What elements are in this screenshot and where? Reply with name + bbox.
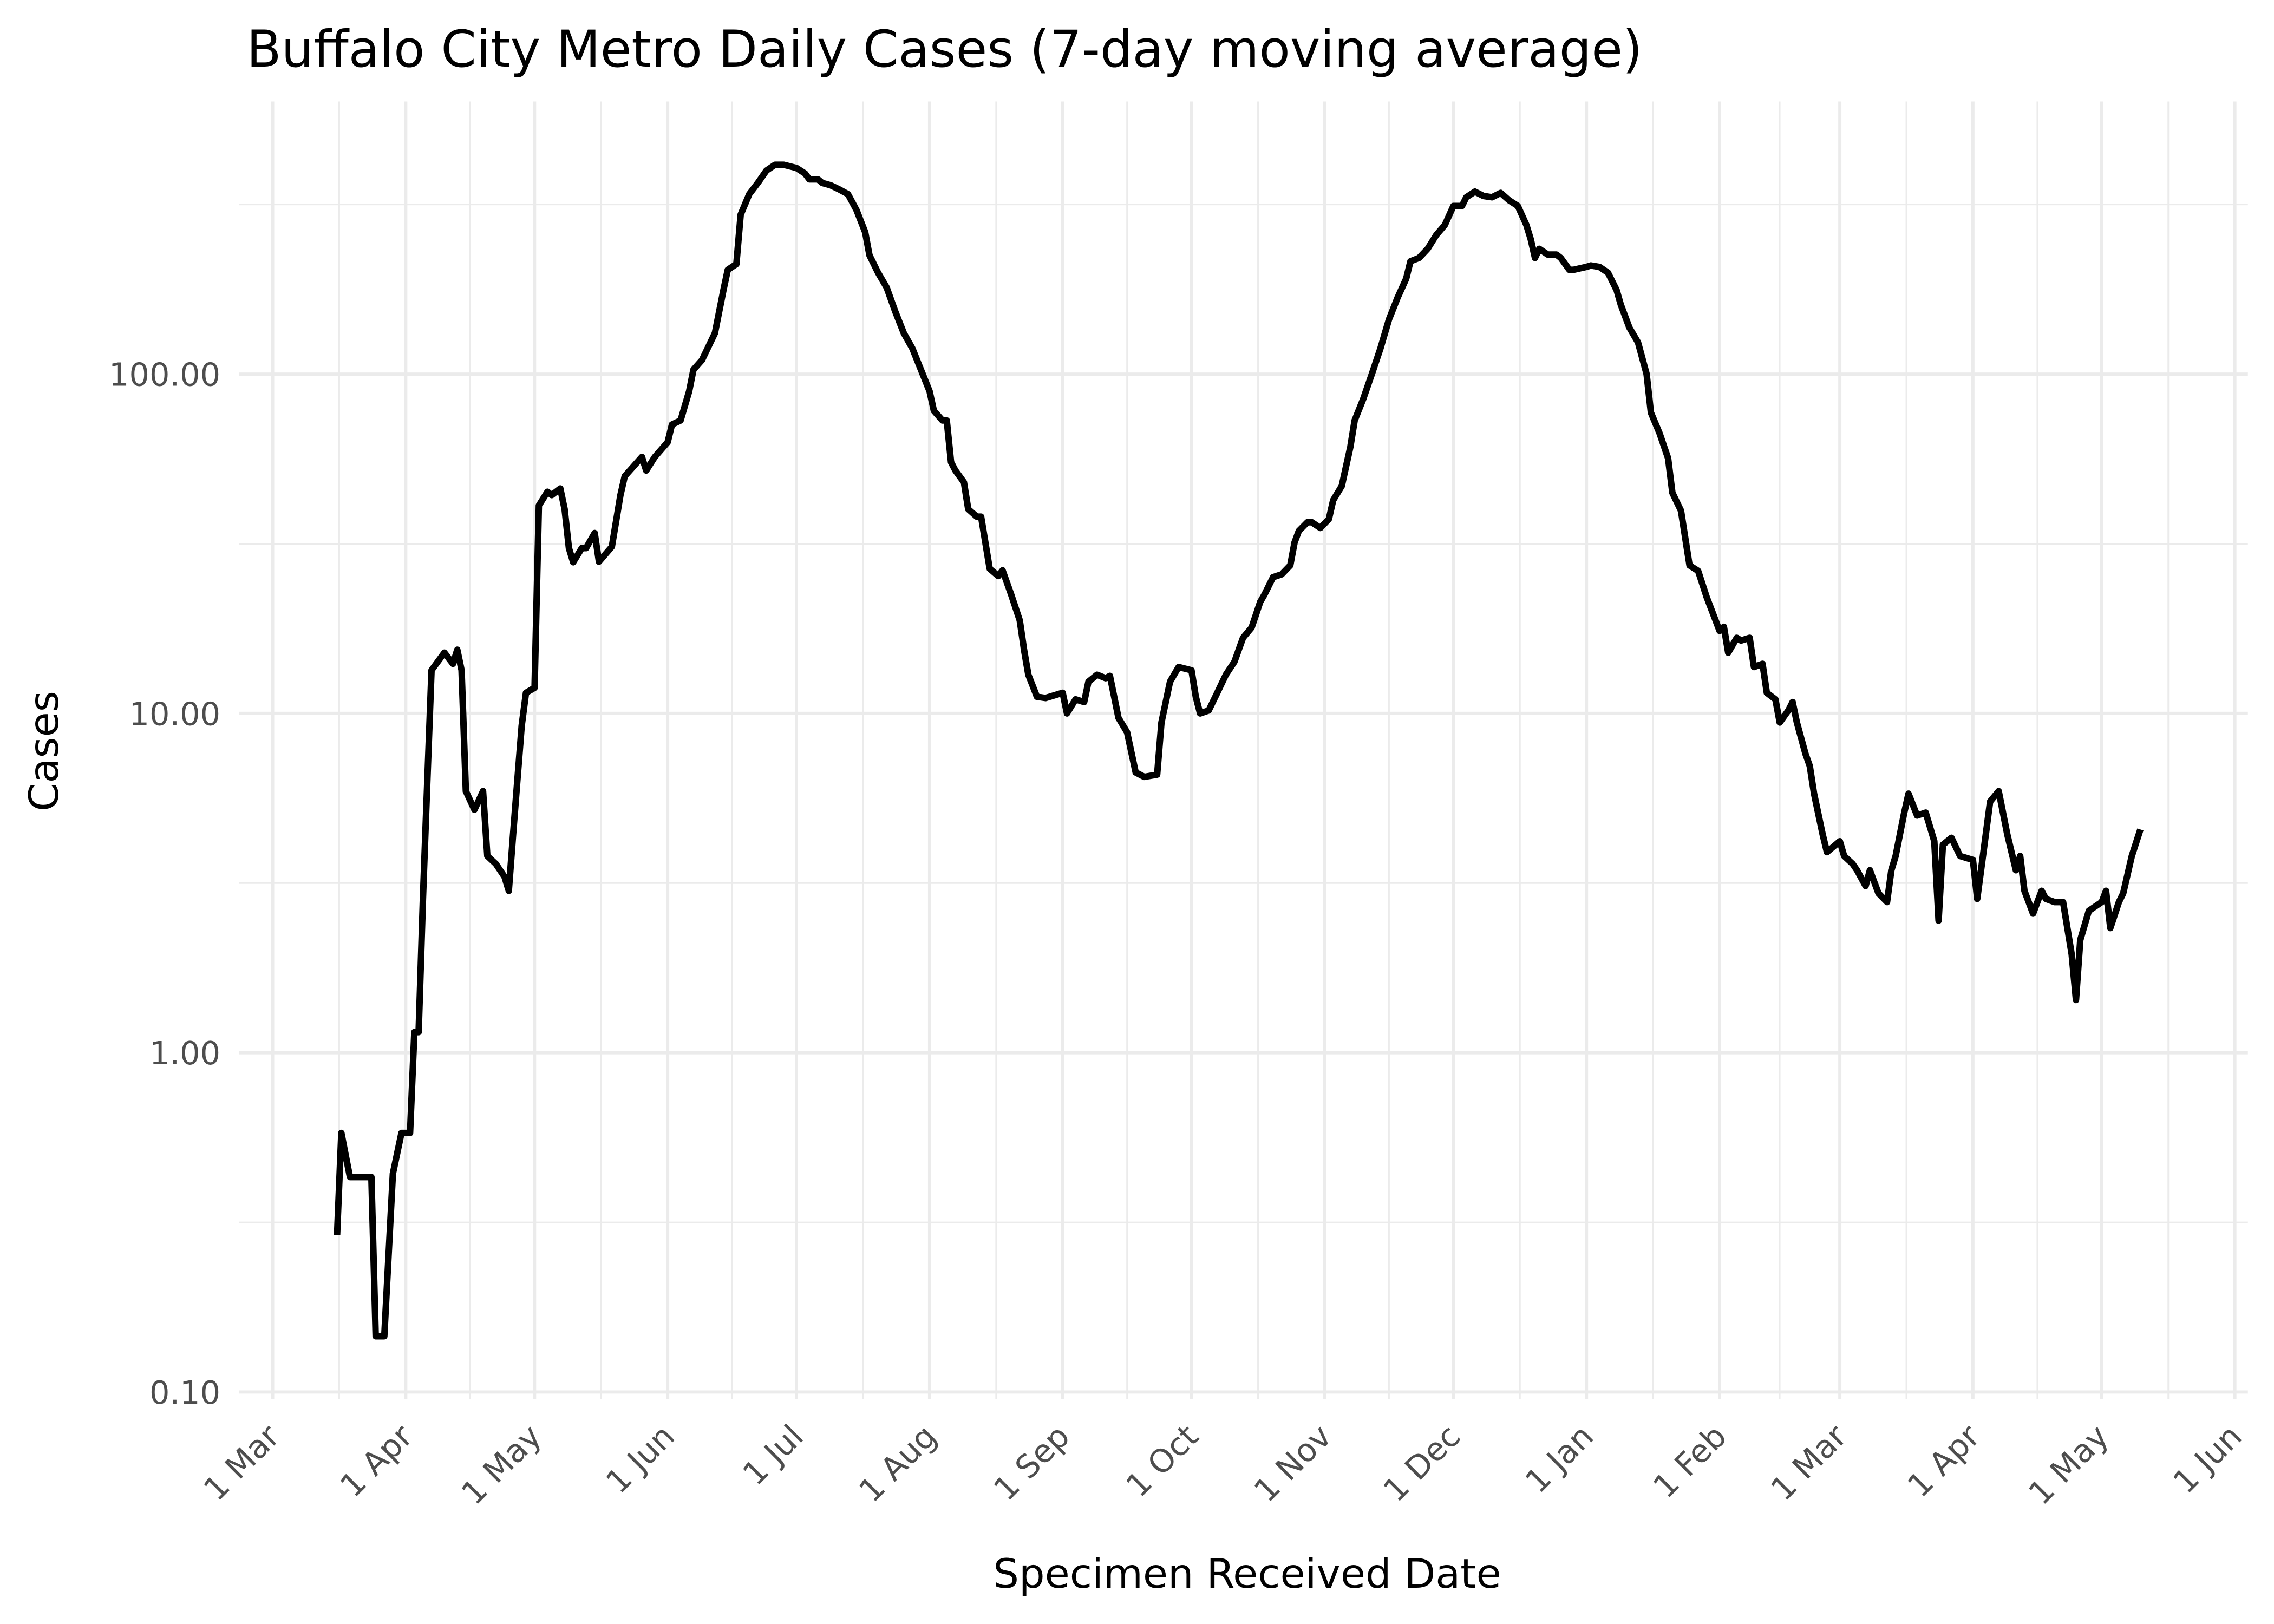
x-tick-label: 1 May xyxy=(2021,1417,2116,1512)
grid xyxy=(239,101,2248,1399)
x-tick-label: 1 Jan xyxy=(1518,1417,1600,1500)
x-tick-label: 1 Jul xyxy=(735,1417,811,1492)
x-tick-label: 1 Sep xyxy=(986,1417,1077,1508)
chart-title: Buffalo City Metro Daily Cases (7-day mo… xyxy=(246,20,1642,79)
x-tick-label: 1 Jun xyxy=(2166,1417,2249,1501)
y-tick-label: 10.00 xyxy=(129,695,221,732)
y-tick-label: 0.10 xyxy=(149,1374,220,1411)
x-tick-label: 1 Mar xyxy=(196,1417,287,1508)
x-tick-label: 1 Oct xyxy=(1119,1417,1206,1504)
x-tick-label: 1 Dec xyxy=(1376,1417,1467,1509)
data-line xyxy=(334,161,2144,1340)
x-tick-label: 1 May xyxy=(454,1417,549,1512)
x-tick-label: 1 Mar xyxy=(1763,1417,1854,1508)
y-tick-label: 1.00 xyxy=(149,1034,220,1072)
y-axis-title: Cases xyxy=(20,691,68,811)
x-tick-label: 1 Nov xyxy=(1247,1417,1339,1509)
x-tick-label: 1 Feb xyxy=(1646,1417,1734,1505)
x-axis-title: Specimen Received Date xyxy=(993,1550,1501,1597)
x-tick-label: 1 Apr xyxy=(333,1417,420,1504)
x-tick-label: 1 Jun xyxy=(599,1417,682,1501)
x-tick-label: 1 Apr xyxy=(1900,1417,1987,1504)
x-tick-label: 1 Aug xyxy=(852,1417,944,1509)
y-tick-label: 100.00 xyxy=(109,356,220,394)
